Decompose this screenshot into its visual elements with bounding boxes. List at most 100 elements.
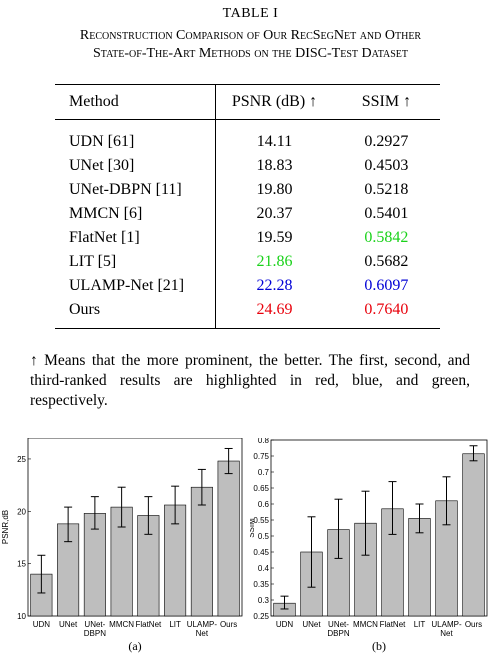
cell-ssim: 0.5842 [364, 229, 409, 246]
results-table: Method PSNR (dB) ↑ SSIM ↑ UDN [61] 14.11 0… [55, 84, 440, 329]
x-tick-label: Ours [465, 620, 482, 629]
cell-ssim: 0.5218 [364, 181, 409, 198]
y-tick-label: 0.6 [258, 500, 270, 509]
table-row: MMCN [6] 20.37 0.5401 [55, 202, 440, 226]
cell-method: UDN [61] [55, 119, 217, 154]
x-tick-label: UNet- [84, 620, 105, 629]
x-tick-label: FlatNet [380, 620, 407, 629]
plot-frame [270, 439, 488, 617]
error-bar [307, 516, 316, 588]
error-bar [64, 506, 73, 543]
cell-ssim: 0.5401 [364, 205, 409, 222]
x-tick-label: UNet- [328, 620, 349, 629]
cell-method: FlatNet [1] [55, 226, 217, 250]
y-tick-label: 15 [17, 560, 26, 569]
header-ssim: SSIM ↑ [361, 93, 412, 110]
y-tick-label: 20 [17, 507, 26, 516]
subfigure-label: (a) [128, 639, 141, 653]
y-tick-label: 0.8 [258, 438, 270, 445]
error-bar [224, 447, 233, 475]
x-tick-label: FlatNet [135, 620, 162, 629]
cell-psnr: 24.69 [256, 301, 293, 318]
cell-ssim: 0.6097 [364, 277, 409, 294]
y-tick-label: 0.35 [253, 580, 269, 589]
x-tick-label: UDN [33, 620, 51, 629]
table-row: Ours 24.69 0.7640 [55, 298, 440, 329]
error-bar [361, 490, 370, 556]
cell-method: MMCN [6] [55, 202, 217, 226]
error-bar [171, 485, 180, 525]
cell-psnr: 19.80 [256, 181, 293, 198]
error-bar [388, 481, 397, 535]
x-tick-label: Ours [220, 620, 237, 629]
plot-frame [27, 438, 243, 617]
y-tick-label: 0.3 [258, 596, 270, 605]
table-note: ↑ Means that the more prominent, the bet… [30, 352, 470, 409]
table-row: UDN [61] 14.11 0.2927 [55, 119, 440, 154]
x-tick-label: DBPN [84, 629, 106, 638]
error-bar [334, 498, 343, 559]
cell-method: UNet-DBPN [11] [55, 178, 217, 202]
x-tick-label: UNet [302, 620, 321, 629]
x-tick-label: ULAMP- [431, 620, 462, 629]
x-tick-label: LIT [169, 620, 181, 629]
error-bar [117, 486, 126, 528]
y-tick-label: 0.25 [253, 612, 269, 621]
cell-psnr: 20.37 [256, 205, 293, 222]
table-title-line-2: State-of-The-Art Methods on the DISC-Tes… [92, 46, 409, 61]
error-bar [197, 468, 206, 506]
header-method: Method [55, 84, 217, 120]
x-tick-label: UNet [59, 620, 78, 629]
table-label: TABLE I [222, 6, 279, 21]
bar-ours [217, 460, 240, 617]
cell-method: ULAMP-Net [21] [55, 274, 217, 298]
table-title: Reconstruction Comparison of Our RecSegN… [20, 27, 481, 63]
y-tick-label: 0.75 [253, 452, 269, 461]
cell-psnr: 18.83 [256, 157, 293, 174]
error-bar [469, 445, 478, 462]
table-row: UNet [30] 18.83 0.4503 [55, 154, 440, 178]
ssim-bar-chart: 0.25 0.3 0.35 0.4 0.45 0.5 0.55 0.6 0.65 0.7 0.75 0… [250, 438, 488, 653]
header-psnr: PSNR (dB) ↑ [231, 93, 318, 110]
x-tick-label: Net [196, 629, 209, 638]
y-tick-label: 0.65 [253, 484, 269, 493]
y-tick-label: 0.5 [258, 532, 270, 541]
y-tick-label: 0.55 [253, 516, 269, 525]
cell-ssim: 0.2927 [364, 133, 409, 150]
x-tick-label: UDN [276, 620, 294, 629]
x-tick-label: MMCN [109, 620, 134, 629]
cell-method: Ours [55, 298, 217, 329]
x-tick-label: ULAMP- [187, 620, 218, 629]
x-tick-label: MMCN [353, 620, 378, 629]
x-tick-label: Net [440, 629, 453, 638]
table-row: LIT [5] 21.86 0.5682 [55, 250, 440, 274]
table-row: FlatNet [1] 19.59 0.5842 [55, 226, 440, 250]
error-bar [37, 554, 46, 594]
error-bar [90, 496, 99, 530]
table-title-line-1: Reconstruction Comparison of Our RecSegN… [79, 28, 422, 43]
y-tick-label: 0.4 [258, 564, 270, 573]
bar-ulamp-net [190, 486, 213, 617]
error-bar [144, 496, 153, 535]
y-tick-label: 10 [17, 612, 26, 621]
error-bar [280, 595, 289, 610]
cell-psnr: 22.28 [256, 277, 293, 294]
bar-ours [462, 453, 485, 617]
cell-method: UNet [30] [55, 154, 217, 178]
cell-psnr: 21.86 [256, 253, 293, 270]
cell-ssim: 0.4503 [364, 157, 409, 174]
y-tick-label: 25 [17, 455, 26, 464]
y-axis-label: SSIM [250, 518, 256, 538]
cell-ssim: 0.5682 [364, 253, 409, 270]
cell-psnr: 14.11 [256, 133, 293, 150]
x-tick-label: DBPN [327, 629, 349, 638]
subfigure-label: (b) [372, 639, 386, 653]
cell-ssim: 0.7640 [364, 301, 409, 318]
table-row: ULAMP-Net [21] 22.28 0.6097 [55, 274, 440, 298]
y-tick-label: 0.45 [253, 548, 269, 557]
x-tick-label: LIT [414, 620, 426, 629]
cell-psnr: 19.59 [256, 229, 293, 246]
cell-method: LIT [5] [55, 250, 217, 274]
table-row: UNet-DBPN [11] 19.80 0.5218 [55, 178, 440, 202]
